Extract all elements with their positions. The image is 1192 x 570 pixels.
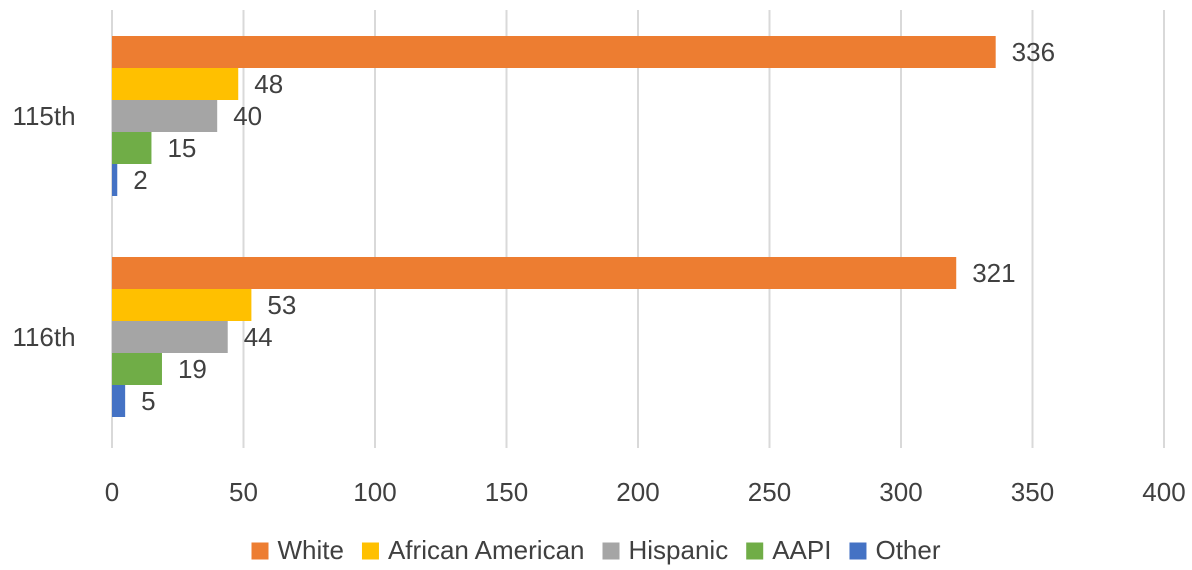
bar-white-116th xyxy=(112,257,957,289)
data-label: 336 xyxy=(1012,37,1055,67)
x-tick-label: 400 xyxy=(1142,477,1185,507)
x-tick-label: 100 xyxy=(353,477,396,507)
data-label: 19 xyxy=(178,354,207,384)
gridlines xyxy=(111,10,1165,448)
data-label: 44 xyxy=(244,322,273,352)
legend-label: African American xyxy=(388,535,585,565)
bar-african-american-116th xyxy=(112,289,252,321)
legend-swatch-other xyxy=(849,542,867,560)
category-label: 115th xyxy=(12,101,75,131)
bar-other-115th xyxy=(112,164,118,196)
x-tick-label: 50 xyxy=(229,477,258,507)
legend-label: Other xyxy=(875,535,940,565)
legend-label: Hispanic xyxy=(629,535,729,565)
data-label: 2 xyxy=(133,165,147,195)
x-axis-ticks: 0 50 100 150 200 250 300 350 400 xyxy=(105,477,1186,507)
bar-hispanic-116th xyxy=(112,321,228,353)
category-label: 116th xyxy=(12,322,75,352)
legend: White African American Hispanic AAPI Other xyxy=(251,535,941,565)
x-tick-label: 250 xyxy=(748,477,791,507)
data-label: 53 xyxy=(267,290,296,320)
bar-african-american-115th xyxy=(112,68,239,100)
legend-swatch-white xyxy=(251,542,269,560)
data-label: 40 xyxy=(233,101,262,131)
bar-other-116th xyxy=(112,385,126,417)
bars xyxy=(112,36,996,417)
category-labels: 115th 116th xyxy=(12,101,75,352)
bar-hispanic-115th xyxy=(112,100,218,132)
data-label: 5 xyxy=(141,386,155,416)
legend-swatch-aapi xyxy=(746,542,764,560)
legend-swatch-hispanic xyxy=(602,542,620,560)
bar-aapi-115th xyxy=(112,132,152,164)
data-label: 15 xyxy=(167,133,196,163)
x-tick-label: 200 xyxy=(616,477,659,507)
data-label: 48 xyxy=(254,69,283,99)
legend-swatch-african-american xyxy=(361,542,379,560)
legend-label: AAPI xyxy=(772,535,831,565)
legend-label: White xyxy=(278,535,344,565)
x-tick-label: 300 xyxy=(879,477,922,507)
x-tick-label: 350 xyxy=(1011,477,1054,507)
data-label: 321 xyxy=(972,258,1015,288)
x-tick-label: 0 xyxy=(105,477,119,507)
bar-white-115th xyxy=(112,36,996,68)
x-tick-label: 150 xyxy=(485,477,528,507)
bar-aapi-116th xyxy=(112,353,162,385)
